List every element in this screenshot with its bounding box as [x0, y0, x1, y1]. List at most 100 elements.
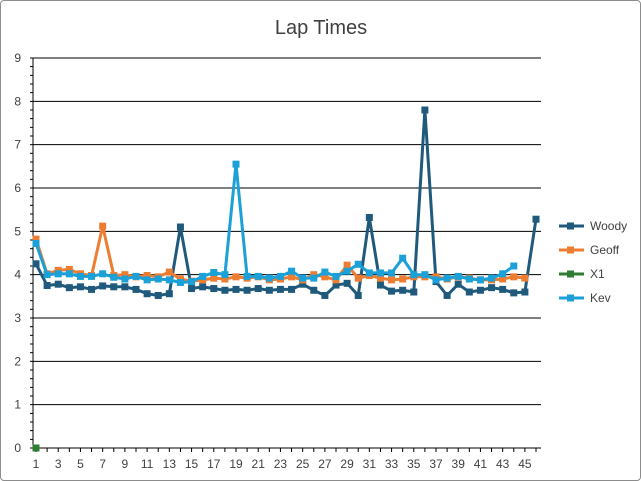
data-point	[510, 289, 518, 297]
data-point	[521, 288, 529, 296]
x-tick-label: 39	[452, 457, 466, 471]
data-point	[88, 285, 96, 293]
data-point	[499, 270, 507, 278]
data-point	[476, 286, 484, 294]
data-point	[221, 286, 229, 294]
data-point	[254, 285, 262, 293]
data-point	[165, 290, 173, 298]
data-point	[232, 160, 240, 168]
series-line	[34, 162, 515, 284]
data-point	[199, 272, 207, 280]
data-point	[99, 222, 107, 230]
data-point	[388, 276, 396, 284]
legend-label: Woody	[590, 219, 627, 233]
legend-marker	[567, 222, 574, 230]
data-point	[443, 291, 451, 299]
series-woody	[32, 106, 540, 299]
y-tick-label: 1	[14, 398, 21, 412]
data-point	[454, 280, 462, 288]
data-point	[243, 272, 251, 280]
y-tick-label: 7	[14, 138, 21, 152]
data-point	[76, 283, 84, 291]
gridlines	[33, 57, 541, 406]
legend-label: X1	[590, 267, 605, 281]
data-point	[365, 269, 373, 277]
x-tick-label: 41	[474, 457, 488, 471]
data-point	[399, 275, 407, 283]
y-axis: 0 1 2 3 4 5 6 7 8 9	[14, 51, 34, 455]
plot-area	[32, 106, 540, 452]
data-point	[54, 270, 62, 278]
y-tick-label: 3	[14, 311, 21, 325]
data-point	[421, 106, 429, 114]
x-tick-label: 21	[252, 457, 266, 471]
data-point	[265, 286, 273, 294]
data-point	[210, 285, 218, 293]
data-point	[321, 268, 329, 276]
data-point	[210, 274, 218, 282]
data-point	[132, 285, 140, 293]
x-tick-label: 35	[407, 457, 421, 471]
data-point	[454, 272, 462, 280]
data-point	[154, 291, 162, 299]
data-point	[165, 276, 173, 284]
data-point	[488, 284, 496, 292]
data-point	[121, 283, 129, 291]
legend-marker	[567, 270, 574, 278]
data-point	[32, 239, 40, 247]
data-point	[221, 271, 229, 279]
series-line	[34, 108, 538, 297]
data-point	[476, 276, 484, 284]
data-point	[188, 278, 196, 286]
data-point	[510, 273, 518, 281]
x-tick-label: 17	[207, 457, 221, 471]
data-point	[176, 223, 184, 231]
data-point	[310, 286, 318, 294]
legend-label: Kev	[590, 291, 611, 305]
data-point	[110, 273, 118, 281]
data-point	[143, 272, 151, 280]
data-point	[199, 283, 207, 291]
x-tick-label: 33	[385, 457, 399, 471]
data-point	[76, 272, 84, 280]
data-point	[32, 235, 40, 243]
data-point	[299, 280, 307, 288]
data-point	[499, 285, 507, 293]
data-point	[343, 279, 351, 287]
x-tick-label: 7	[99, 457, 106, 471]
data-point	[65, 284, 73, 292]
data-point	[121, 275, 129, 283]
x-tick-label: 1	[33, 457, 40, 471]
data-point	[354, 291, 362, 299]
y-tick-label: 6	[14, 181, 21, 195]
data-point	[299, 274, 307, 282]
y-tick-label: 8	[14, 94, 21, 108]
data-point	[288, 285, 296, 293]
data-point	[188, 285, 196, 293]
data-point	[43, 271, 51, 279]
data-point	[65, 270, 73, 278]
data-point	[521, 274, 529, 282]
x-tick-label: 37	[429, 457, 443, 471]
data-point	[410, 288, 418, 296]
data-point	[376, 274, 384, 282]
data-point	[99, 282, 107, 290]
data-point	[243, 286, 251, 294]
x-tick-label: 9	[122, 457, 129, 471]
data-point	[176, 278, 184, 286]
x-tick-label: 19	[229, 457, 243, 471]
data-point	[321, 291, 329, 299]
x-tick-label: 3	[55, 457, 62, 471]
data-point	[210, 269, 218, 276]
data-point	[54, 280, 62, 288]
y-tick-label: 4	[14, 268, 21, 282]
data-point	[376, 269, 384, 277]
data-point	[321, 273, 329, 281]
data-point	[332, 281, 340, 289]
x-tick-label: 45	[518, 457, 532, 471]
data-point	[343, 261, 351, 269]
data-point	[465, 288, 473, 296]
data-point	[276, 285, 284, 293]
